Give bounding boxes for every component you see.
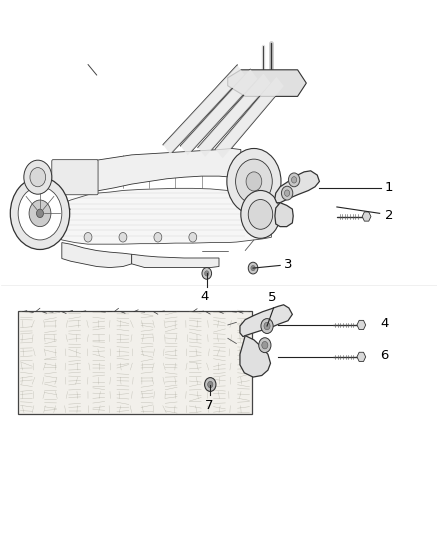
- Circle shape: [288, 173, 300, 187]
- Polygon shape: [240, 305, 292, 337]
- Circle shape: [202, 268, 212, 279]
- Circle shape: [36, 209, 43, 217]
- Circle shape: [248, 199, 273, 229]
- Polygon shape: [163, 65, 244, 155]
- Polygon shape: [198, 74, 271, 157]
- Circle shape: [264, 322, 270, 330]
- Circle shape: [259, 338, 271, 353]
- Text: 4: 4: [201, 290, 209, 303]
- Text: 6: 6: [381, 349, 389, 362]
- Circle shape: [24, 160, 52, 194]
- Circle shape: [154, 232, 162, 242]
- Circle shape: [248, 262, 258, 274]
- Text: 5: 5: [268, 290, 276, 304]
- Polygon shape: [97, 149, 241, 191]
- Circle shape: [291, 176, 297, 183]
- Circle shape: [282, 186, 293, 200]
- Circle shape: [11, 177, 70, 249]
- Circle shape: [29, 200, 51, 227]
- Circle shape: [84, 232, 92, 242]
- Circle shape: [208, 381, 213, 387]
- Polygon shape: [180, 69, 258, 155]
- Circle shape: [246, 172, 262, 191]
- Polygon shape: [275, 203, 293, 227]
- Text: 4: 4: [381, 317, 389, 330]
- Circle shape: [205, 271, 209, 276]
- FancyBboxPatch shape: [52, 160, 98, 195]
- Text: 1: 1: [385, 181, 393, 195]
- FancyBboxPatch shape: [18, 311, 252, 414]
- Circle shape: [205, 377, 216, 391]
- Text: 3: 3: [284, 259, 292, 271]
- Circle shape: [30, 167, 46, 187]
- Text: 7: 7: [205, 399, 213, 413]
- Polygon shape: [362, 212, 371, 221]
- Circle shape: [251, 265, 255, 271]
- Circle shape: [18, 187, 62, 240]
- Circle shape: [261, 319, 273, 334]
- Circle shape: [227, 149, 281, 214]
- Polygon shape: [357, 352, 366, 361]
- Polygon shape: [62, 243, 132, 268]
- Text: 2: 2: [385, 209, 393, 222]
- Circle shape: [285, 190, 290, 196]
- Circle shape: [119, 232, 127, 242]
- Circle shape: [241, 190, 280, 238]
- Polygon shape: [215, 77, 284, 158]
- Polygon shape: [275, 171, 319, 203]
- Polygon shape: [240, 336, 271, 377]
- Circle shape: [189, 232, 197, 242]
- Polygon shape: [57, 188, 272, 244]
- Circle shape: [262, 342, 268, 349]
- Circle shape: [236, 159, 272, 204]
- Polygon shape: [228, 70, 306, 96]
- Polygon shape: [357, 320, 366, 329]
- Polygon shape: [132, 254, 219, 268]
